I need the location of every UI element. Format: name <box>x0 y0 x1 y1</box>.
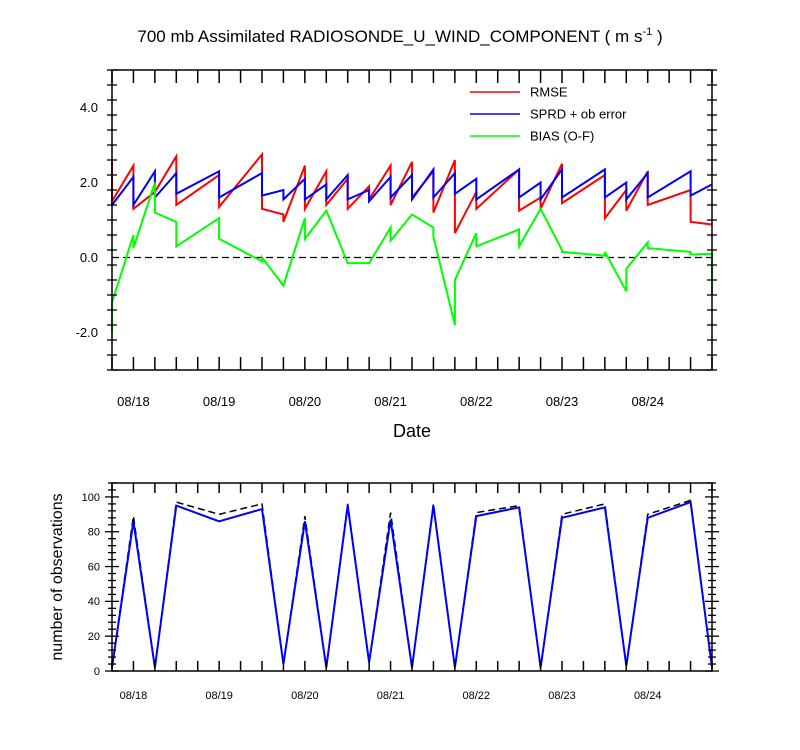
x-tick-label: 08/23 <box>548 690 576 702</box>
y-tick-label: -2.0 <box>76 325 98 340</box>
y-tick-label: 20 <box>88 631 100 643</box>
y-tick-label: 40 <box>88 596 100 608</box>
x-tick-label: 08/21 <box>374 394 407 409</box>
x-tick-label: 08/24 <box>631 394 664 409</box>
bottom-plot-frame <box>111 482 713 672</box>
y-tick-label: 80 <box>88 527 100 539</box>
x-tick-label: 08/18 <box>120 690 148 702</box>
legend-label-0: RMSE <box>530 85 568 100</box>
legend-label-2: BIAS (O-F) <box>530 129 594 144</box>
x-tick-label: 08/22 <box>463 690 491 702</box>
y-tick-label: 100 <box>82 492 100 504</box>
top-series-layer <box>111 151 713 333</box>
bottom-chart: 08/18 08/19 08/20 08/21 08/22 08/23 08/24 0 20 40… <box>49 482 719 702</box>
x-tick-label: 08/21 <box>377 690 405 702</box>
series-line-1 <box>111 500 713 668</box>
x-tick-label: 08/24 <box>634 690 662 702</box>
series-line-0 <box>111 499 713 668</box>
x-tick-label: 08/19 <box>205 690 233 702</box>
legend: RMSE SPRD + ob error BIAS (O-F) <box>470 85 627 144</box>
x-axis-label: Date <box>393 421 431 441</box>
chart-title: 700 mb Assimilated RADIOSONDE_U_WIND_COM… <box>137 26 662 46</box>
y-tick-label: 0 <box>94 666 100 678</box>
bottom-series-layer <box>111 499 713 668</box>
x-tick-label: 08/20 <box>289 394 322 409</box>
x-tick-label: 08/22 <box>460 394 493 409</box>
y-tick-label: 0.0 <box>80 250 98 265</box>
top-chart: 08/18 08/19 08/20 08/21 08/22 08/23 08/24 -2.0 0… <box>76 69 717 441</box>
y-axis-label: number of observations <box>49 493 66 660</box>
series-line-1 <box>111 166 713 209</box>
x-tick-label: 08/20 <box>291 690 319 702</box>
legend-label-1: SPRD + ob error <box>530 107 627 122</box>
y-tick-label: 2.0 <box>80 175 98 190</box>
series-line-2 <box>111 182 713 333</box>
x-tick-label: 08/19 <box>203 394 236 409</box>
x-tick-label: 08/18 <box>117 394 150 409</box>
y-tick-label: 4.0 <box>80 100 98 115</box>
x-tick-label: 08/23 <box>546 394 579 409</box>
top-plot-frame <box>111 69 713 371</box>
y-tick-label: 60 <box>88 561 100 573</box>
